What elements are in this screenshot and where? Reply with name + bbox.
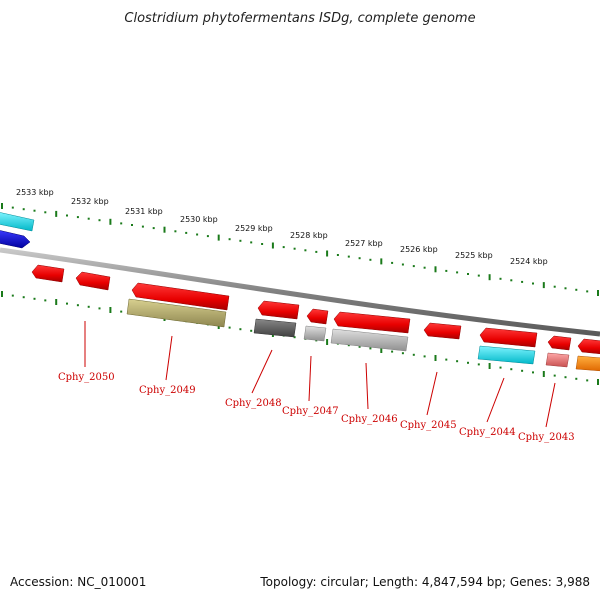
gene-label[interactable]: Cphy_2043 <box>518 432 575 443</box>
gene-cphy-2050-b[interactable] <box>75 271 111 291</box>
gene-label[interactable]: Cphy_2050 <box>58 372 115 383</box>
leader-line <box>365 362 369 410</box>
gene-feature-blue[interactable] <box>0 230 31 249</box>
gene-label[interactable]: Cphy_2045 <box>400 420 457 431</box>
map-title: Clostridium phytofermentans ISDg, comple… <box>124 11 475 26</box>
gene-label[interactable]: Cphy_2047 <box>282 406 339 417</box>
kbp-label: 2531 kbp <box>125 207 163 216</box>
gene-label[interactable]: Cphy_2048 <box>225 398 282 409</box>
gene-feature-cyan[interactable] <box>0 212 35 232</box>
kbp-labels: 2533 kbp 2532 kbp 2531 kbp 2530 kbp 2529… <box>16 188 548 266</box>
gene-labels: Cphy_2050 Cphy_2049 Cphy_2048 Cphy_2047 … <box>58 372 575 443</box>
gene-cphy-2050-a[interactable] <box>31 264 65 283</box>
kbp-label: 2524 kbp <box>510 257 548 266</box>
gene-label[interactable]: Cphy_2046 <box>341 414 398 425</box>
genome-summary-text: Topology: circular; Length: 4,847,594 bp… <box>259 575 590 589</box>
gene-cphy-2045[interactable] <box>423 322 462 340</box>
kbp-label: 2529 kbp <box>235 224 273 233</box>
kbp-label: 2526 kbp <box>400 245 438 254</box>
domain-light-gray-a[interactable] <box>303 325 327 342</box>
kbp-label: 2530 kbp <box>180 215 218 224</box>
kbp-label: 2532 kbp <box>71 197 109 206</box>
gene-cphy-2049[interactable] <box>131 282 230 311</box>
domain-orange[interactable] <box>575 355 600 372</box>
genome-backbone <box>0 247 600 337</box>
domain-cyan[interactable] <box>477 345 536 365</box>
domain-olive[interactable] <box>126 298 227 328</box>
gene-label[interactable]: Cphy_2049 <box>139 385 196 396</box>
gene-label-leaders <box>84 321 556 428</box>
gene-cphy-2043[interactable] <box>547 335 572 351</box>
accession-text: Accession: NC_010001 <box>10 575 146 589</box>
kbp-label: 2528 kbp <box>290 231 328 240</box>
leader-line <box>308 355 312 402</box>
gene-cphy-2047[interactable] <box>306 308 329 325</box>
domain-tracks <box>126 298 600 372</box>
gene-label[interactable]: Cphy_2044 <box>459 427 516 438</box>
kbp-label: 2527 kbp <box>345 239 383 248</box>
kbp-label: 2533 kbp <box>16 188 54 197</box>
domain-pink[interactable] <box>545 352 570 368</box>
forward-strand-genes <box>0 212 35 249</box>
domain-light-gray-b[interactable] <box>330 328 409 352</box>
leader-line <box>545 382 556 428</box>
gene-cphy-2046[interactable] <box>333 311 411 334</box>
gene-feature-red-edge[interactable] <box>577 338 600 355</box>
leader-line <box>165 335 173 381</box>
domain-dark-gray[interactable] <box>253 318 297 338</box>
kbp-label: 2525 kbp <box>455 251 493 260</box>
reverse-strand-genes <box>31 264 600 355</box>
leader-line <box>486 377 505 423</box>
outer-tick-ring <box>1 203 599 296</box>
leader-line <box>426 371 438 416</box>
gene-cphy-2048[interactable] <box>257 300 300 320</box>
leader-line <box>251 349 273 394</box>
gene-cphy-2044[interactable] <box>479 327 538 348</box>
